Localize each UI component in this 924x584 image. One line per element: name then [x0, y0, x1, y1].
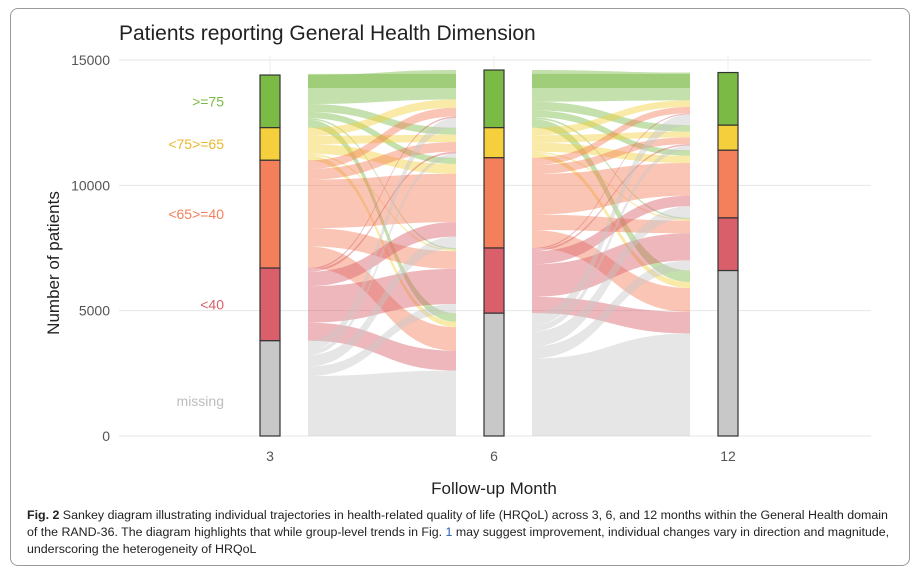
y-axis-label: Number of patients [44, 191, 63, 335]
flow-ribbon [532, 333, 690, 436]
flow-ribbon [532, 101, 690, 132]
flow-ribbon [532, 114, 690, 326]
flow-ribbon [308, 155, 456, 328]
flow-ribbon [532, 106, 690, 165]
x-axis-label: Follow-up Month [431, 479, 557, 498]
flow-layer [308, 70, 690, 436]
flow-ribbon [308, 141, 456, 180]
flow-ribbon [532, 142, 690, 164]
flow-ribbon [308, 153, 456, 252]
flow-ribbon [308, 370, 456, 436]
bar-segment [717, 217, 739, 272]
x-tick-label: 6 [490, 448, 498, 464]
flow-ribbon [308, 134, 456, 144]
figure-frame: 0 5000 10000 15000 3 6 12 >=75 <75>=65 <65>=40 <… [10, 8, 910, 566]
x-tick-label: 12 [720, 448, 736, 464]
grid-layer: 0 5000 10000 15000 [71, 52, 871, 444]
flow-ribbon [308, 222, 456, 287]
caption-label: Fig. 2 [27, 508, 60, 522]
x-tick-label: 3 [266, 448, 274, 464]
flow-ribbon [532, 100, 690, 136]
bar-segment [483, 312, 505, 437]
flow-top-band [532, 73, 690, 88]
bar-segment [259, 159, 281, 269]
bar-segment [483, 247, 505, 314]
label-layer: >=75 <75>=65 <65>=40 <40 missing [168, 93, 224, 409]
flow-ribbon [308, 117, 456, 351]
bar-segment [717, 149, 739, 219]
category-label: <75>=65 [168, 136, 224, 152]
bar-segment [259, 74, 281, 129]
category-label: missing [177, 393, 224, 409]
bar-segment [483, 157, 505, 249]
flow-ribbon [532, 195, 690, 265]
bar-segment [259, 267, 281, 342]
flow-ribbon [308, 151, 456, 272]
flow-ribbon [532, 113, 690, 250]
flow-ribbon [532, 110, 690, 156]
y-tick-label: 15000 [71, 52, 110, 68]
flow-ribbon [308, 322, 456, 371]
bar-segment [717, 71, 739, 126]
y-tick-label: 5000 [79, 303, 110, 319]
flow-ribbon [308, 119, 456, 322]
flow-ribbon [532, 153, 690, 288]
caption-text-after: may suggest improvement, individual chan… [27, 525, 890, 556]
flow-ribbon [532, 131, 690, 143]
caption-text-before: Sankey diagram illustrating individual t… [27, 508, 888, 539]
flow-ribbon [308, 107, 456, 169]
flow-ribbon [308, 268, 456, 323]
flow-ribbon [532, 233, 690, 297]
flow-ribbon [308, 153, 456, 356]
flow-ribbon [308, 118, 456, 250]
flow-ribbon [532, 260, 690, 359]
bar-segment [259, 340, 281, 437]
category-label: >=75 [192, 93, 224, 109]
flow-ribbon [308, 246, 456, 351]
flow-ribbon [308, 143, 456, 174]
flow-ribbon [532, 296, 690, 334]
flow-ribbon [532, 117, 690, 220]
flow-ribbon [308, 99, 456, 136]
bar-segment [483, 69, 505, 129]
bar-layer: 3 6 12 [259, 69, 739, 464]
flow-ribbon [532, 137, 690, 175]
flow-ribbon [308, 236, 456, 367]
flow-ribbon [308, 103, 456, 135]
flow-ribbon [532, 163, 690, 215]
bar-segment [259, 127, 281, 161]
flow-ribbon [532, 229, 690, 312]
sankey-chart: 0 5000 10000 15000 3 6 12 >=75 <75>=65 <65>=40 <… [44, 22, 871, 498]
category-label: <40 [200, 296, 224, 312]
y-tick-label: 10000 [71, 177, 110, 193]
bar-segment [717, 269, 739, 437]
chart-title: Patients reporting General Health Dimens… [119, 22, 536, 45]
y-tick-label: 0 [102, 428, 110, 444]
caption-figure-link[interactable]: 1 [445, 525, 453, 539]
flow-ribbon [308, 303, 456, 376]
figure-caption: Fig. 2 Sankey diagram illustrating indiv… [27, 507, 897, 558]
flow-ribbon [532, 206, 690, 347]
flow-ribbon [532, 144, 690, 252]
flow-ribbon [532, 119, 690, 283]
flow-ribbon [308, 116, 456, 270]
category-label: <65>=40 [168, 206, 224, 222]
flow-ribbon [532, 214, 690, 234]
flow-ribbon [308, 228, 456, 269]
flow-ribbon [532, 145, 690, 332]
flow-ribbon [308, 111, 456, 165]
flow-ribbon [532, 151, 690, 221]
bar-segment [483, 127, 505, 159]
flow-ribbon [308, 173, 456, 229]
flow-top-band [308, 73, 456, 88]
bar-segment [717, 124, 739, 151]
